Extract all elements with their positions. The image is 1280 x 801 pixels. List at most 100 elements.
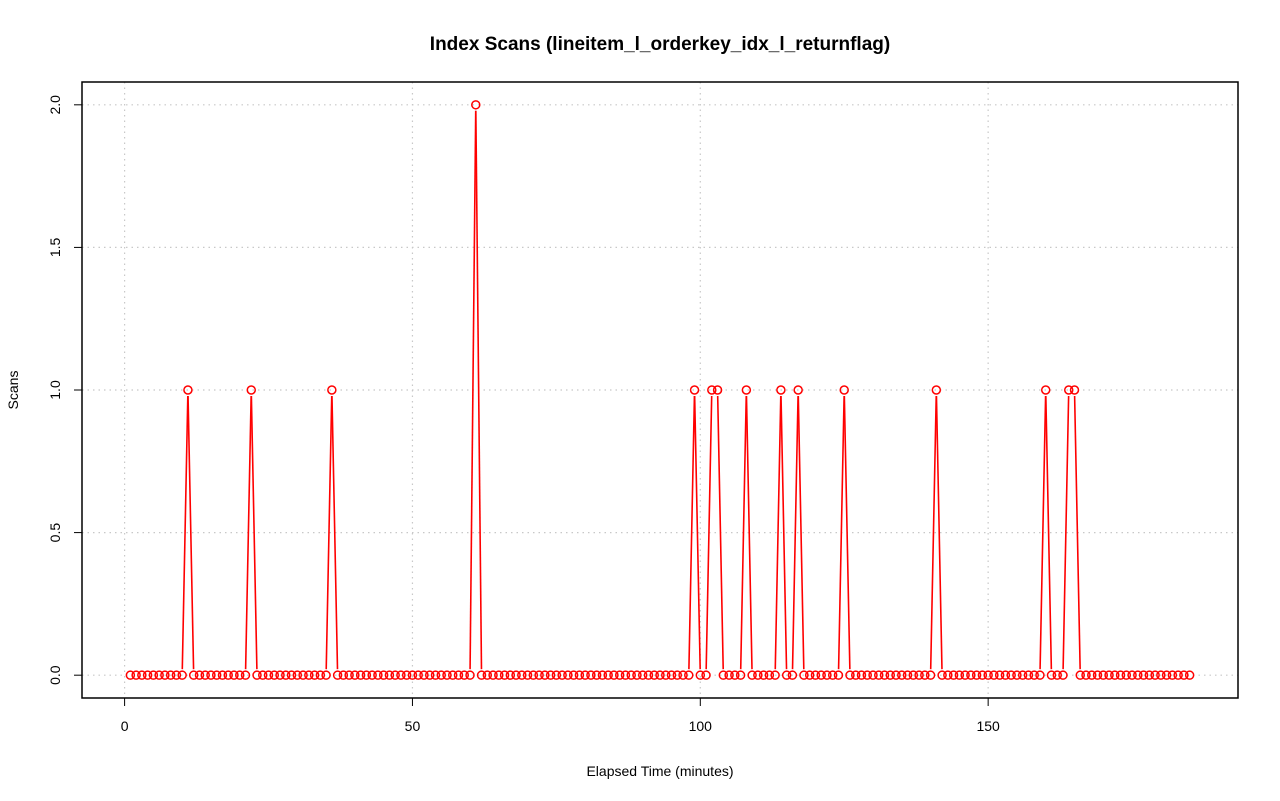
series-line-segment xyxy=(705,395,713,670)
data-point xyxy=(943,670,953,680)
data-point xyxy=(281,670,291,680)
x-tick-label: 50 xyxy=(405,718,421,734)
data-point xyxy=(1000,670,1011,680)
x-tick-label: 100 xyxy=(689,718,713,734)
data-point xyxy=(194,670,205,680)
data-point xyxy=(1081,670,1091,680)
data-point xyxy=(908,670,919,680)
data-point xyxy=(822,670,832,680)
data-point xyxy=(586,670,596,680)
x-tick-label: 0 xyxy=(121,718,129,734)
data-point xyxy=(258,670,268,680)
data-point xyxy=(269,670,280,680)
data-point xyxy=(591,670,602,680)
data-point xyxy=(1167,670,1178,680)
series-line-segment xyxy=(797,395,805,670)
data-point xyxy=(966,670,976,680)
data-point xyxy=(499,670,510,680)
data-point xyxy=(810,670,821,680)
data-point xyxy=(701,670,711,680)
data-point xyxy=(897,670,907,680)
data-point xyxy=(804,670,815,680)
data-point xyxy=(430,670,441,680)
data-point xyxy=(753,670,763,680)
data-point xyxy=(1035,670,1045,680)
data-point xyxy=(286,670,297,680)
data-point xyxy=(747,670,757,680)
data-point xyxy=(1115,670,1126,680)
data-point xyxy=(234,670,245,680)
data-point xyxy=(165,670,176,680)
data-point xyxy=(1087,670,1097,680)
data-point xyxy=(983,670,993,680)
data-point xyxy=(298,670,308,680)
series-line-segment xyxy=(843,395,851,670)
data-point xyxy=(459,670,470,680)
data-point xyxy=(378,670,389,680)
data-point xyxy=(1104,670,1114,680)
y-tick-label: 2.0 xyxy=(47,95,63,115)
data-point xyxy=(125,670,136,680)
series-line-segment xyxy=(1062,395,1070,670)
data-point xyxy=(960,670,970,680)
data-point xyxy=(1092,670,1103,680)
data-point xyxy=(183,385,193,395)
data-point xyxy=(1040,385,1051,395)
data-point xyxy=(874,670,884,680)
data-point xyxy=(989,670,999,680)
data-point xyxy=(695,670,706,680)
data-point xyxy=(534,670,544,680)
data-point xyxy=(914,670,924,680)
data-point xyxy=(902,670,913,680)
data-point xyxy=(891,670,901,680)
series-line-segment xyxy=(250,395,258,670)
data-point xyxy=(413,670,423,680)
data-point xyxy=(637,670,648,680)
data-point xyxy=(684,670,694,680)
data-point xyxy=(827,670,838,680)
data-point xyxy=(632,670,642,680)
data-point xyxy=(522,670,533,680)
series-line-segment xyxy=(693,395,701,670)
data-point xyxy=(206,670,216,680)
data-point xyxy=(672,670,683,680)
data-point xyxy=(367,670,377,680)
data-point xyxy=(332,670,343,680)
data-point xyxy=(1063,385,1074,395)
data-point xyxy=(833,670,844,680)
series-line-segment xyxy=(325,395,333,670)
series-line-segment xyxy=(929,395,938,670)
data-point xyxy=(494,670,504,680)
data-point xyxy=(511,670,521,680)
data-point xyxy=(568,670,579,680)
data-point xyxy=(160,670,170,680)
data-point xyxy=(401,670,412,680)
data-point xyxy=(517,670,527,680)
data-point xyxy=(436,670,446,680)
data-point xyxy=(384,670,395,680)
series-line-segment xyxy=(1045,395,1053,670)
data-point xyxy=(781,670,792,680)
series-line-segment xyxy=(745,395,753,670)
data-point xyxy=(1144,670,1155,680)
series-line-segment xyxy=(1039,395,1047,670)
data-point xyxy=(1012,670,1022,680)
data-point xyxy=(315,670,326,680)
data-point xyxy=(453,670,464,680)
data-point xyxy=(1023,670,1034,680)
x-tick-label: 150 xyxy=(976,718,1000,734)
data-point xyxy=(1156,670,1166,680)
data-point xyxy=(275,670,285,680)
data-point xyxy=(1184,670,1195,680)
data-point xyxy=(240,670,251,680)
y-tick-label: 1.0 xyxy=(47,380,63,400)
data-point xyxy=(246,385,257,395)
data-point xyxy=(545,670,556,680)
data-point xyxy=(471,100,481,110)
data-point xyxy=(396,670,406,680)
data-point xyxy=(1069,385,1080,395)
data-point xyxy=(540,670,550,680)
data-point xyxy=(776,385,786,395)
data-point xyxy=(465,670,475,680)
data-point xyxy=(799,670,809,680)
